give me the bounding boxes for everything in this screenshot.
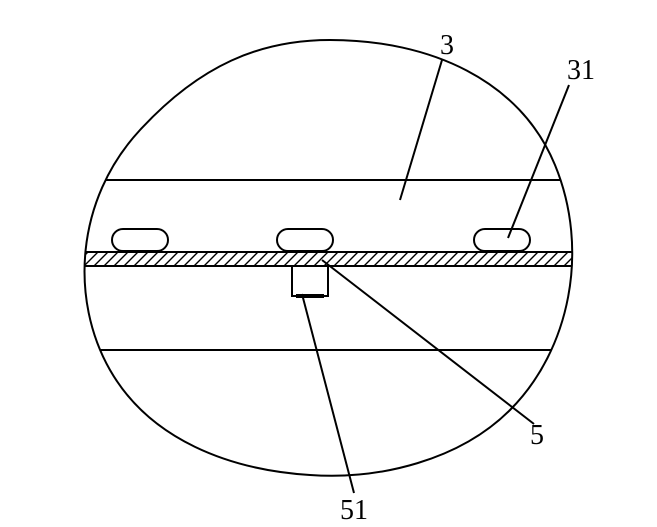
small-box (292, 266, 328, 296)
slot-3 (474, 229, 530, 251)
label-l31: 31 (567, 55, 595, 87)
engineering-diagram (0, 0, 657, 523)
label-l51: 51 (340, 495, 368, 527)
leader-lines (302, 60, 569, 493)
slots-group (112, 229, 530, 251)
label-l5: 5 (530, 420, 544, 452)
slot-2 (277, 229, 333, 251)
leader-l5 (322, 260, 534, 424)
label-l3: 3 (440, 30, 454, 62)
leader-l51 (302, 294, 354, 493)
hatched-plate (73, 252, 577, 266)
slot-1 (112, 229, 168, 251)
